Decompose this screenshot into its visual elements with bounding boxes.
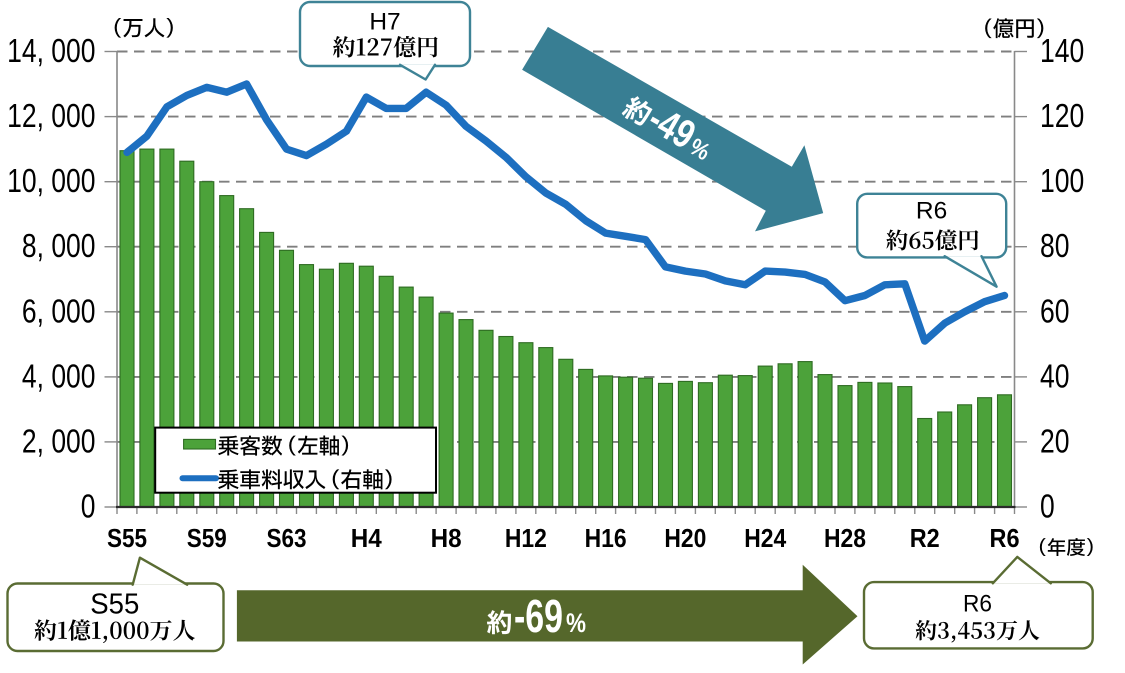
svg-text:0: 0 [1040, 489, 1055, 526]
svg-text:H7: H7 [369, 9, 400, 36]
svg-text:H12: H12 [505, 523, 547, 553]
svg-text:H20: H20 [664, 523, 706, 553]
svg-text:R2: R2 [910, 523, 940, 553]
svg-text:20: 20 [1040, 423, 1070, 460]
svg-text:140: 140 [1040, 33, 1084, 70]
svg-text:10, 000: 10, 000 [7, 163, 95, 200]
svg-text:R6: R6 [963, 591, 992, 618]
svg-text:H4: H4 [351, 523, 382, 553]
svg-text:100: 100 [1040, 163, 1084, 200]
svg-text:12, 000: 12, 000 [7, 98, 95, 135]
svg-text:8, 000: 8, 000 [22, 228, 96, 265]
svg-text:H8: H8 [431, 523, 462, 553]
svg-text:S59: S59 [187, 523, 227, 553]
svg-text:H24: H24 [744, 523, 786, 553]
svg-text:R6: R6 [990, 523, 1020, 553]
svg-text:4, 000: 4, 000 [22, 358, 96, 395]
svg-text:80: 80 [1040, 228, 1070, 265]
svg-text:60: 60 [1040, 293, 1070, 330]
svg-text:H16: H16 [585, 523, 627, 553]
svg-text:6, 000: 6, 000 [22, 293, 96, 330]
svg-text:S63: S63 [267, 523, 307, 553]
svg-text:40: 40 [1040, 358, 1070, 395]
svg-text:%: % [566, 608, 586, 638]
svg-text:R6: R6 [916, 197, 947, 224]
svg-text:0: 0 [81, 489, 96, 526]
svg-text:2, 000: 2, 000 [22, 423, 96, 460]
svg-text:-69: -69 [514, 590, 563, 642]
svg-text:120: 120 [1040, 98, 1084, 135]
svg-text:S55: S55 [90, 589, 139, 621]
svg-text:S55: S55 [107, 523, 147, 553]
svg-text:H28: H28 [824, 523, 866, 553]
svg-text:14, 000: 14, 000 [7, 33, 95, 70]
